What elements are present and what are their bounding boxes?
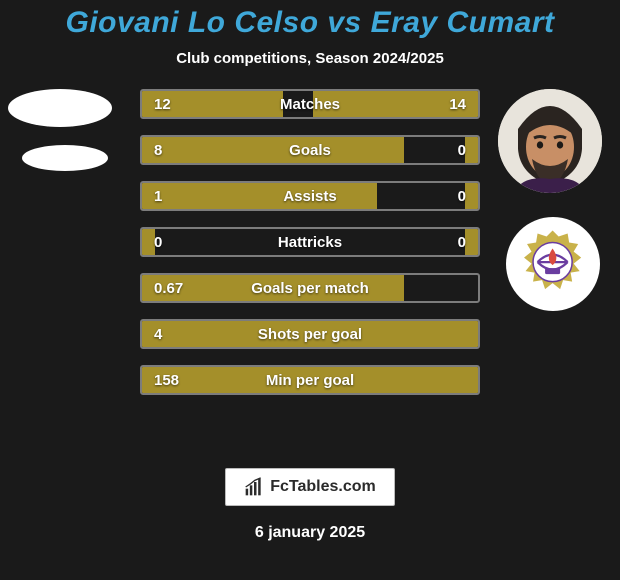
bar-right-fill [465,137,478,163]
player2-club-crest [506,217,600,311]
vs-label: vs [327,6,361,39]
player2-name: Eray Cumart [371,6,555,39]
bar-list: 1214Matches 80Goals 10Assists 00Hattricks 0.… [140,89,480,411]
brand-text: FcTables.com [270,478,376,496]
bar-left-fill [142,137,404,163]
bar-right-value [454,275,478,301]
chart-icon [244,477,264,497]
left-placeholder-column [8,89,120,189]
right-image-column [498,89,610,311]
bar-left-fill [142,321,478,347]
bar-left-fill [142,183,377,209]
club-crest-icon [515,226,590,301]
player1-photo-placeholder [8,89,112,127]
content: Giovani Lo Celso vs Eray Cumart Club com… [0,0,620,580]
player1-name: Giovani Lo Celso [65,6,318,39]
bar-row: 4Shots per goal [140,319,480,349]
bar-row: 10Assists [140,181,480,211]
comparison-chart: 1214Matches 80Goals 10Assists 00Hattricks 0.… [0,89,620,419]
page-title: Giovani Lo Celso vs Eray Cumart [0,6,620,40]
bar-row: 158Min per goal [140,365,480,395]
bar-left-fill [142,367,478,393]
footer: FcTables.com 6 january 2025 [0,468,620,542]
bar-row: 1214Matches [140,89,480,119]
player-portrait-icon [498,89,602,193]
bar-row: 0.67Goals per match [140,273,480,303]
bar-left-fill [142,229,155,255]
date-text: 6 january 2025 [0,524,620,542]
bar-right-fill [465,183,478,209]
bar-label: Hattricks [142,229,478,255]
brand-box: FcTables.com [225,468,395,506]
bar-left-fill [142,275,404,301]
player2-photo [498,89,602,193]
subtitle: Club competitions, Season 2024/2025 [0,50,620,67]
bar-row: 00Hattricks [140,227,480,257]
bar-row: 80Goals [140,135,480,165]
bar-left-fill [142,91,283,117]
bar-right-fill [465,229,478,255]
player1-club-placeholder [22,145,108,171]
bar-right-fill [313,91,478,117]
